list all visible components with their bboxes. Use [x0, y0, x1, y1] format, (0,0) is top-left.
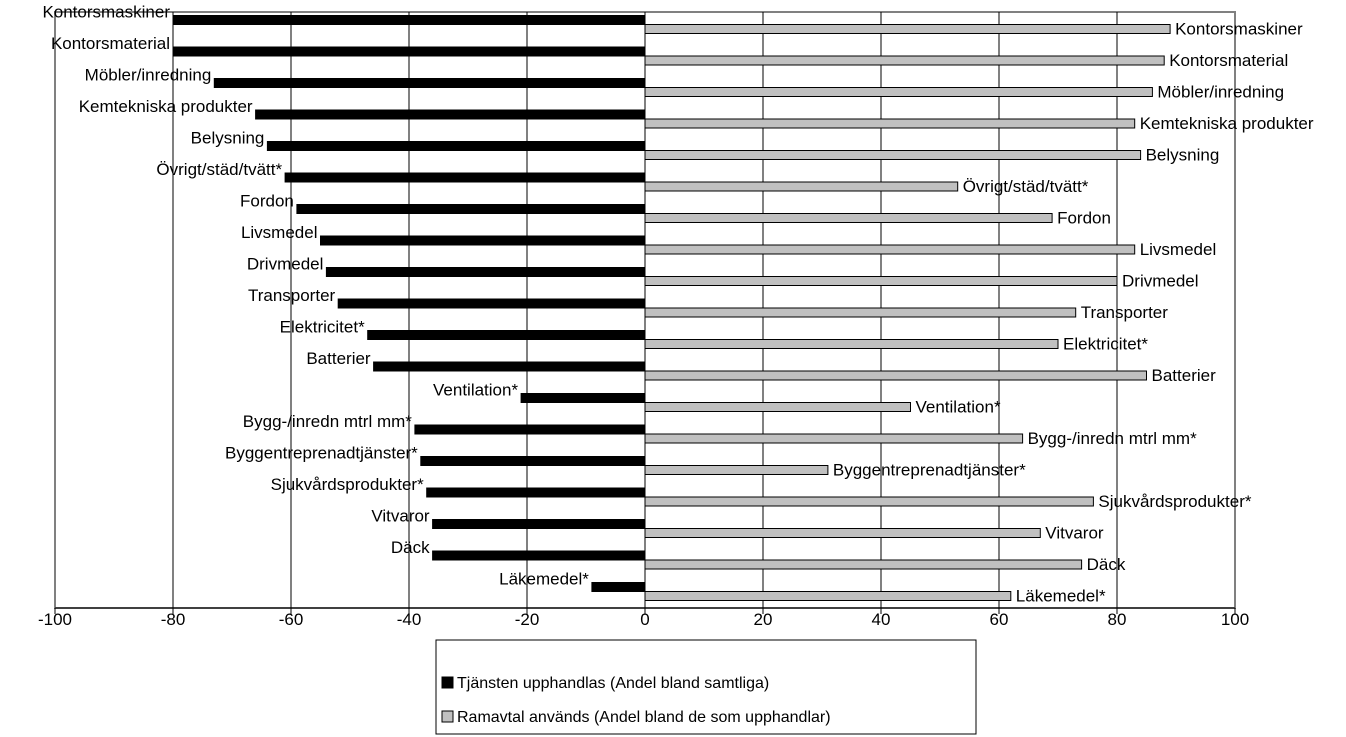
bar-series-1: [414, 424, 646, 435]
bar-series-1: [325, 267, 646, 277]
bar-series-2: [644, 528, 1041, 538]
bar-series-2: [644, 276, 1118, 286]
bar-series-1: [172, 15, 646, 25]
bar-series-2: [644, 244, 1136, 255]
category-label-right: Drivmedel: [1122, 272, 1199, 291]
bar-series-1: [591, 582, 646, 592]
bar-series-2: [644, 370, 1147, 381]
x-tick-label: 60: [990, 610, 1009, 629]
x-tick-label: -80: [161, 610, 186, 629]
category-label-right: Övrigt/städ/tvätt*: [963, 177, 1089, 196]
category-label-left: Byggentreprenadtjänster*: [225, 444, 418, 463]
category-label-left: Bygg-/inredn mtrl mm*: [243, 412, 412, 431]
legend-swatch-series-1: [441, 676, 454, 689]
category-label-right: Batterier: [1152, 366, 1217, 385]
bar-series-2: [644, 213, 1053, 223]
legend-swatch-series-2: [441, 710, 454, 723]
category-label-right: Bygg-/inredn mtrl mm*: [1028, 429, 1197, 448]
bar-series-2: [644, 55, 1165, 66]
x-tick-label: 0: [640, 610, 649, 629]
bar-series-1: [213, 78, 646, 88]
bar-series-2: [644, 559, 1083, 570]
x-tick-label: 40: [872, 610, 891, 629]
x-tick-label: -40: [397, 610, 422, 629]
category-label-left: Kemtekniska produkter: [79, 97, 253, 116]
legend-label-series-2: Ramavtal används (Andel bland de som upp…: [457, 709, 831, 726]
x-tick-label: 20: [754, 610, 773, 629]
x-tick-label: 100: [1221, 610, 1249, 629]
category-label-right: Livsmedel: [1140, 240, 1217, 259]
category-label-right: Däck: [1087, 555, 1126, 574]
bar-series-1: [296, 204, 646, 214]
bar-series-1: [172, 46, 646, 57]
x-tick-label: 80: [1108, 610, 1127, 629]
legend-label-series-1: Tjänsten upphandlas (Andel bland samtlig…: [457, 675, 769, 692]
bar-series-1: [337, 298, 646, 309]
category-label-left: Transporter: [248, 286, 336, 305]
category-label-left: Belysning: [191, 129, 265, 148]
bar-series-1: [320, 235, 646, 246]
category-label-left: Fordon: [240, 192, 294, 211]
bar-series-2: [644, 307, 1077, 318]
category-label-left: Batterier: [306, 349, 371, 368]
category-label-left: Sjukvårdsprodukter*: [271, 475, 424, 494]
category-label-left: Elektricitet*: [280, 318, 365, 337]
bar-series-1: [420, 456, 646, 466]
category-label-left: Kontorsmaterial: [51, 34, 170, 53]
bar-series-2: [644, 181, 959, 192]
bars: [172, 15, 1171, 601]
category-label-right: Läkemedel*: [1016, 587, 1106, 606]
x-axis: -100 -80 -60 -40 -20 0 20 40 60 80 100: [38, 607, 1249, 629]
bar-series-1: [426, 487, 646, 498]
category-label-left: Kontorsmaskiner: [42, 3, 170, 22]
bar-series-2: [644, 496, 1094, 507]
bar-series-1: [255, 109, 646, 120]
category-label-right: Möbler/inredning: [1157, 83, 1284, 102]
bar-series-1: [520, 393, 646, 403]
category-label-right: Sjukvårdsprodukter*: [1098, 492, 1251, 511]
category-label-right: Belysning: [1146, 146, 1220, 165]
bar-series-1: [266, 141, 646, 151]
category-label-left: Läkemedel*: [499, 570, 589, 589]
bar-series-2: [644, 433, 1024, 444]
category-label-left: Drivmedel: [247, 255, 324, 274]
bar-series-2: [644, 87, 1153, 97]
category-label-left: Vitvaror: [371, 507, 430, 526]
bar-series-2: [644, 150, 1142, 160]
category-label-right: Fordon: [1057, 209, 1111, 228]
category-label-right: Ventilation*: [916, 398, 1001, 417]
category-label-left: Övrigt/städ/tvätt*: [156, 160, 282, 179]
bar-series-1: [432, 550, 646, 561]
bar-series-2: [644, 465, 829, 475]
bar-series-2: [644, 402, 911, 412]
category-labels: Kontorsmaskiner Kontorsmaskiner Kontorsmat…: [42, 3, 1313, 606]
category-label-right: Byggentreprenadtjänster*: [833, 461, 1026, 480]
category-label-right: Elektricitet*: [1063, 335, 1148, 354]
category-label-left: Möbler/inredning: [85, 66, 212, 85]
legend-box: [435, 639, 977, 735]
bar-series-2: [644, 591, 1012, 601]
bar-series-1: [367, 330, 646, 340]
category-label-right: Kontorsmaterial: [1169, 51, 1288, 70]
category-label-left: Däck: [391, 538, 430, 557]
bar-series-1: [432, 519, 646, 529]
x-tick-label: -100: [38, 610, 72, 629]
bar-series-2: [644, 24, 1171, 34]
legend: Tjänsten upphandlas (Andel bland samtlig…: [435, 639, 977, 735]
category-label-right: Transporter: [1081, 303, 1169, 322]
bar-series-1: [284, 172, 646, 183]
bar-series-2: [644, 339, 1059, 349]
category-label-left: Ventilation*: [433, 381, 518, 400]
bar-series-1: [373, 361, 646, 372]
category-label-right: Kontorsmaskiner: [1175, 20, 1303, 39]
x-tick-label: -60: [279, 610, 304, 629]
bar-series-2: [644, 118, 1136, 129]
x-tick-label: -20: [515, 610, 540, 629]
category-label-right: Kemtekniska produkter: [1140, 114, 1314, 133]
category-label-left: Livsmedel: [241, 223, 318, 242]
category-label-right: Vitvaror: [1045, 524, 1104, 543]
